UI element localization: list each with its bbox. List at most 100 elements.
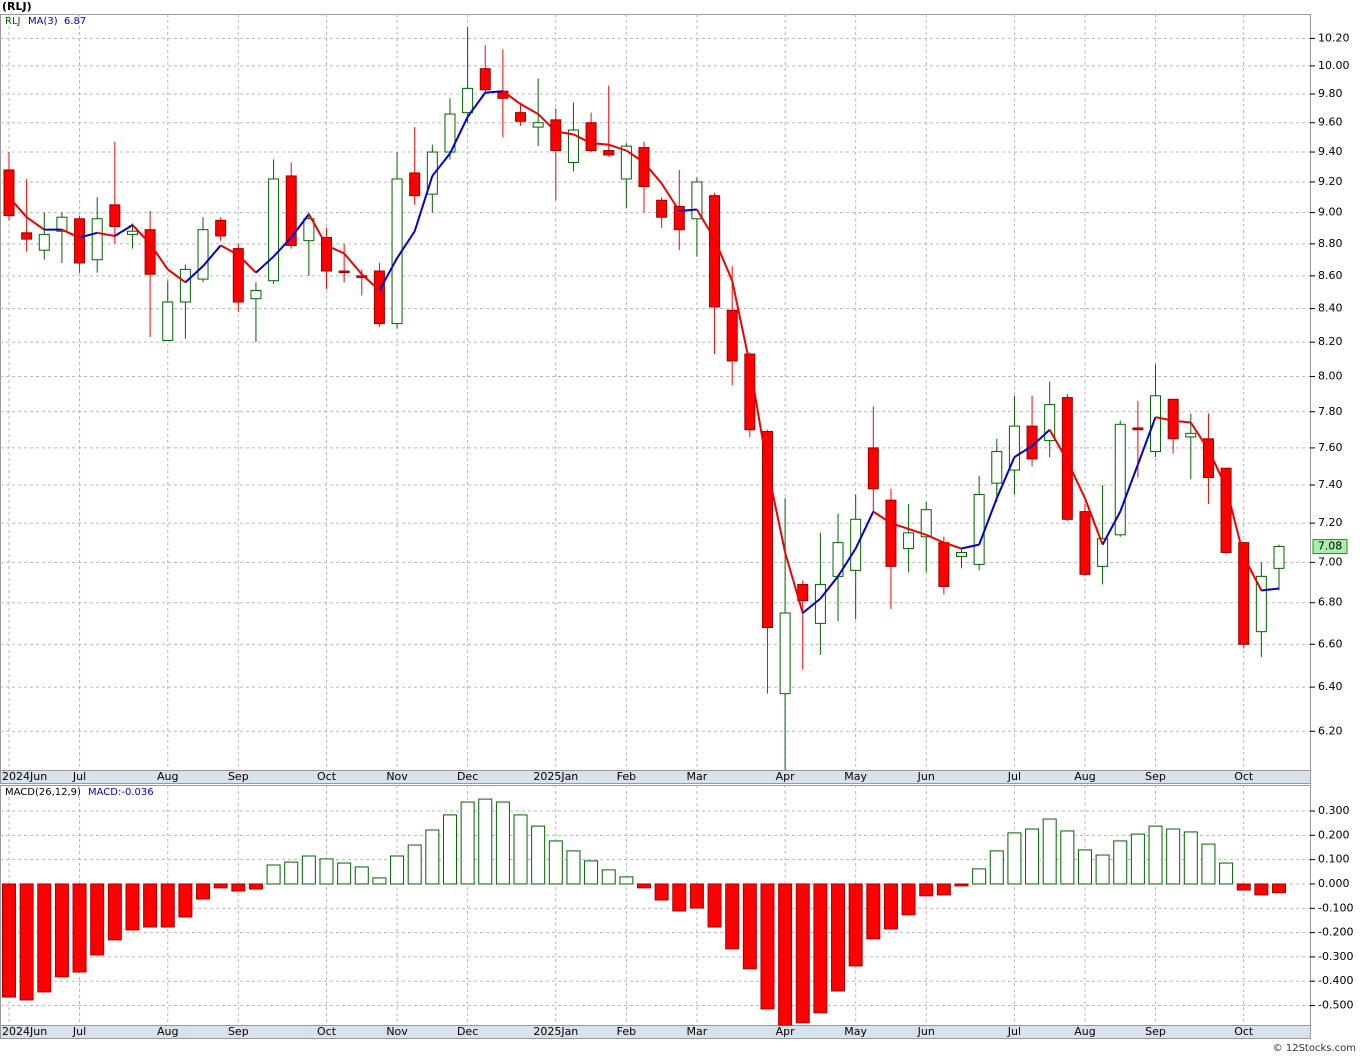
- candle-body: [1079, 511, 1091, 575]
- y-tick-label: 9.20: [1318, 175, 1343, 188]
- macd-bar: [460, 801, 475, 885]
- macd-bar: [266, 864, 281, 885]
- macd-bar: [390, 855, 405, 885]
- macd-bar: [672, 883, 687, 912]
- candle-body: [973, 493, 985, 565]
- ma-line: [520, 103, 539, 115]
- x-tick-label: Nov: [386, 770, 408, 783]
- ma-line: [1101, 511, 1122, 546]
- macd-bar: [1042, 818, 1057, 885]
- candle-body: [779, 612, 791, 695]
- candle-body: [1061, 397, 1073, 520]
- candle-body: [603, 150, 615, 156]
- candle-body: [215, 219, 227, 237]
- ma-line: [766, 467, 787, 553]
- ma-line: [837, 547, 857, 577]
- ma-line: [307, 213, 328, 246]
- candle-body: [532, 122, 544, 128]
- ma-line: [184, 265, 204, 284]
- y-tick-label: 0.100: [1318, 853, 1350, 866]
- macd-bar: [478, 798, 493, 885]
- x-tick-label: Jul: [1007, 770, 1021, 783]
- macd-bar: [143, 883, 158, 928]
- ma-line: [1119, 464, 1139, 512]
- candle-body: [1097, 538, 1109, 567]
- candle-body: [656, 199, 668, 218]
- ma-line: [343, 252, 363, 275]
- x-tick-label: Jul: [72, 770, 86, 783]
- ma-line: [1261, 587, 1280, 592]
- y-tick-label: 10.00: [1318, 59, 1350, 72]
- candle-body: [1255, 575, 1267, 633]
- ma-line: [961, 543, 980, 550]
- y-tick-label: 8.60: [1318, 269, 1343, 282]
- candle-body: [74, 218, 86, 264]
- x-tick-label: Aug: [1074, 770, 1095, 783]
- macd-bar: [1148, 825, 1163, 885]
- ma-line: [26, 216, 45, 231]
- ma-line: [502, 90, 522, 105]
- y-tick-label: 10.20: [1318, 31, 1350, 44]
- plot-layer: 2024Jun Jul Aug Sep Oct Nov Dec 2025Jan Feb Mar Ap…: [0, 14, 1353, 1038]
- candle-body: [162, 301, 174, 341]
- ma-line: [255, 255, 275, 274]
- y-tick-label: 8.20: [1318, 335, 1343, 348]
- y-tick-label: 9.40: [1318, 145, 1343, 158]
- ma-line: [272, 236, 292, 258]
- macd-bar: [742, 883, 757, 970]
- ma-line: [61, 228, 80, 239]
- x-tick-label: Feb: [617, 1025, 636, 1038]
- candle-body: [691, 181, 703, 220]
- x-tick-label: Jun: [917, 770, 935, 783]
- macd-bar: [972, 868, 987, 885]
- ma-line: [396, 230, 416, 259]
- ma-line: [1189, 421, 1210, 451]
- y-tick-label: -0.500: [1318, 999, 1353, 1012]
- ma-line: [1031, 428, 1051, 447]
- ma-line: [202, 244, 222, 267]
- ma-line: [608, 143, 627, 152]
- candle-body: [673, 205, 685, 231]
- y-tick-label: 6.80: [1318, 596, 1343, 609]
- y-tick-label: 6.60: [1318, 637, 1343, 650]
- y-tick-label: -0.200: [1318, 926, 1353, 939]
- macd-bar: [1272, 883, 1286, 894]
- macd-bar: [160, 883, 175, 928]
- candle-body: [620, 145, 632, 180]
- macd-bar: [178, 883, 193, 918]
- y-tick-label: 7.40: [1318, 478, 1343, 491]
- macd-bar: [883, 883, 898, 930]
- ma-line: [995, 456, 1016, 499]
- ma-line: [8, 196, 28, 218]
- candle-body: [903, 532, 915, 550]
- macd-bar: [37, 883, 52, 993]
- x-tick-label: Oct: [317, 1025, 337, 1038]
- macd-panel: [0, 785, 1311, 1026]
- macd-bar: [90, 883, 105, 956]
- ma-line: [943, 541, 962, 550]
- macd-bar: [407, 844, 422, 885]
- candle-body: [1114, 423, 1126, 536]
- candle-body: [21, 232, 33, 240]
- macd-bar: [637, 883, 651, 889]
- ma-line: [361, 273, 381, 292]
- y-tick-label: -0.300: [1318, 950, 1353, 963]
- watermark: © 12Stocks.com: [1273, 1043, 1356, 1054]
- candle-body: [38, 233, 50, 251]
- candle-body: [285, 175, 297, 246]
- candle-body: [250, 289, 262, 300]
- macd-bar: [107, 883, 122, 941]
- ma-line: [1013, 445, 1033, 458]
- macd-bar: [848, 883, 863, 967]
- ma-line: [591, 142, 609, 146]
- ma-line: [572, 133, 592, 145]
- macd-bar: [72, 883, 87, 973]
- candle-body: [956, 551, 967, 557]
- macd-bar: [301, 855, 316, 885]
- candle-body: [1238, 542, 1250, 645]
- macd-value: -0.036: [121, 787, 153, 798]
- ma-line: [854, 511, 875, 549]
- macd-bar: [989, 850, 1004, 885]
- candle-body: [232, 248, 244, 303]
- x-tick-label: May: [844, 770, 867, 783]
